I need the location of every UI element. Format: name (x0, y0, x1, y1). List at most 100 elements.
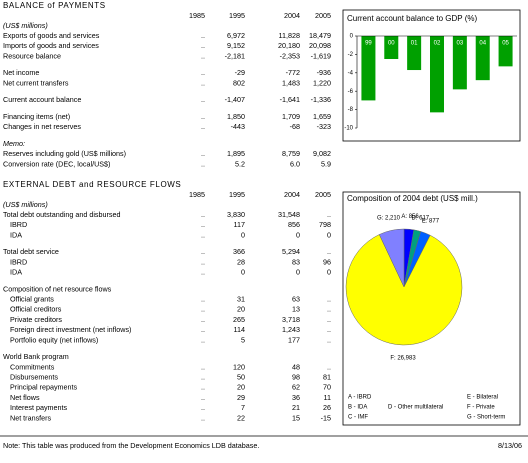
column-header: 1985 (189, 11, 205, 20)
row-label: Official creditors (10, 305, 62, 314)
column-header: 2005 (315, 11, 331, 20)
cell-value: -1,641 (280, 95, 300, 104)
cell-value: .. (201, 362, 205, 371)
row-label: Portfolio equity (net inflows) (10, 335, 98, 344)
cell-value: .. (327, 335, 331, 344)
row-label: Current account balance (3, 95, 81, 104)
y-tick-label: -6 (348, 89, 354, 95)
bar (361, 36, 376, 101)
legend-entry: C - IMF (348, 415, 368, 421)
cell-value: .. (327, 315, 331, 324)
cell-value: 0 (327, 268, 331, 277)
pie-slice (378, 228, 405, 288)
cell-value: 802 (233, 78, 245, 87)
cell-value: .. (201, 31, 205, 40)
cell-value: .. (201, 95, 205, 104)
row-label: IBRD (10, 220, 27, 229)
row-label: Official grants (10, 295, 54, 304)
cell-value: 11 (324, 393, 331, 402)
cell-value: .. (201, 210, 205, 219)
footer-date: 8/13/06 (498, 441, 522, 450)
cell-value: .. (201, 295, 205, 304)
column-header: 2004 (284, 11, 300, 20)
cell-value: .. (201, 230, 205, 239)
cell-value: .. (327, 325, 331, 334)
cell-value: .. (201, 335, 205, 344)
legend-entry: B - IDA (348, 405, 367, 411)
row-label: Commitments (10, 362, 55, 371)
cell-value: .. (201, 315, 205, 324)
cell-value: .. (201, 51, 205, 60)
row-label: World Bank program (3, 352, 69, 361)
cell-value: .. (201, 68, 205, 77)
cell-value: 20,180 (278, 41, 300, 50)
cell-value: 114 (234, 325, 245, 334)
cell-value: 31 (237, 295, 245, 304)
table-title: BALANCE of PAYMENTS (3, 1, 106, 10)
cell-value: 98 (292, 373, 300, 382)
cell-value: 48 (292, 362, 300, 371)
cell-value: 0 (296, 268, 300, 277)
cell-value: -2,181 (225, 51, 245, 60)
cell-value: 9,152 (227, 41, 245, 50)
cell-value: .. (201, 122, 205, 131)
category-label: 00 (388, 41, 395, 47)
cell-value: 1,483 (282, 78, 300, 87)
cell-value: 11,828 (279, 31, 300, 40)
category-label: 01 (411, 41, 418, 47)
row-label: Interest payments (10, 403, 68, 412)
y-tick-label: -10 (344, 126, 353, 132)
cell-value: 20 (237, 305, 245, 314)
cell-value: 120 (233, 362, 245, 371)
slice-label: E: 877 (422, 219, 440, 225)
bar (384, 36, 399, 59)
cell-value: 3,718 (282, 315, 300, 324)
column-header: 1995 (229, 11, 245, 20)
bar (498, 36, 513, 67)
row-label: Total debt outstanding and disbursed (3, 210, 120, 219)
category-label: 05 (502, 41, 509, 47)
table-unit: (US$ millions) (3, 200, 48, 209)
cell-value: 6.0 (290, 159, 300, 168)
cell-value: .. (201, 149, 205, 158)
cell-value: 63 (292, 295, 300, 304)
pie-slice (345, 234, 463, 346)
cell-value: .. (201, 325, 205, 334)
cell-value: 8,759 (282, 149, 300, 158)
row-label: Principal repayments (10, 383, 78, 392)
cell-value: -2,353 (280, 51, 300, 60)
cell-value: 83 (292, 257, 300, 266)
cell-value: .. (201, 268, 205, 277)
bar-chart-title: Current account balance to GDP (%) (347, 14, 477, 23)
row-label: Exports of goods and services (3, 31, 100, 40)
cell-value: -443 (231, 122, 245, 131)
row-label: Foreign direct investment (net inflows) (10, 325, 131, 334)
cell-value: 50 (237, 373, 245, 382)
legend-entry: F - Private (467, 405, 495, 411)
cell-value: .. (201, 41, 205, 50)
row-label: Net transfers (10, 413, 52, 422)
cell-value: 5.9 (321, 159, 331, 168)
y-tick-label: -8 (348, 107, 354, 113)
cell-value: .. (201, 413, 205, 422)
cell-value: .. (201, 257, 205, 266)
cell-value: 81 (323, 373, 331, 382)
cell-value: 29 (237, 393, 245, 402)
slice-label: F: 26,983 (390, 356, 416, 362)
row-label: Total debt service (3, 247, 59, 256)
bar (452, 36, 467, 90)
cell-value: 117 (234, 220, 245, 229)
category-label: 04 (479, 41, 486, 47)
cell-value: .. (327, 305, 331, 314)
cell-value: -1,336 (311, 95, 331, 104)
cell-value: 366 (233, 247, 245, 256)
column-header: 1985 (189, 190, 205, 199)
cell-value: 26 (323, 403, 331, 412)
row-label: Net income (3, 68, 39, 77)
row-label: Memo: (3, 139, 25, 148)
row-label: IDA (10, 230, 22, 239)
cell-value: 9,082 (313, 149, 331, 158)
cell-value: -29 (235, 68, 245, 77)
row-label: Composition of net resource flows (3, 284, 112, 293)
